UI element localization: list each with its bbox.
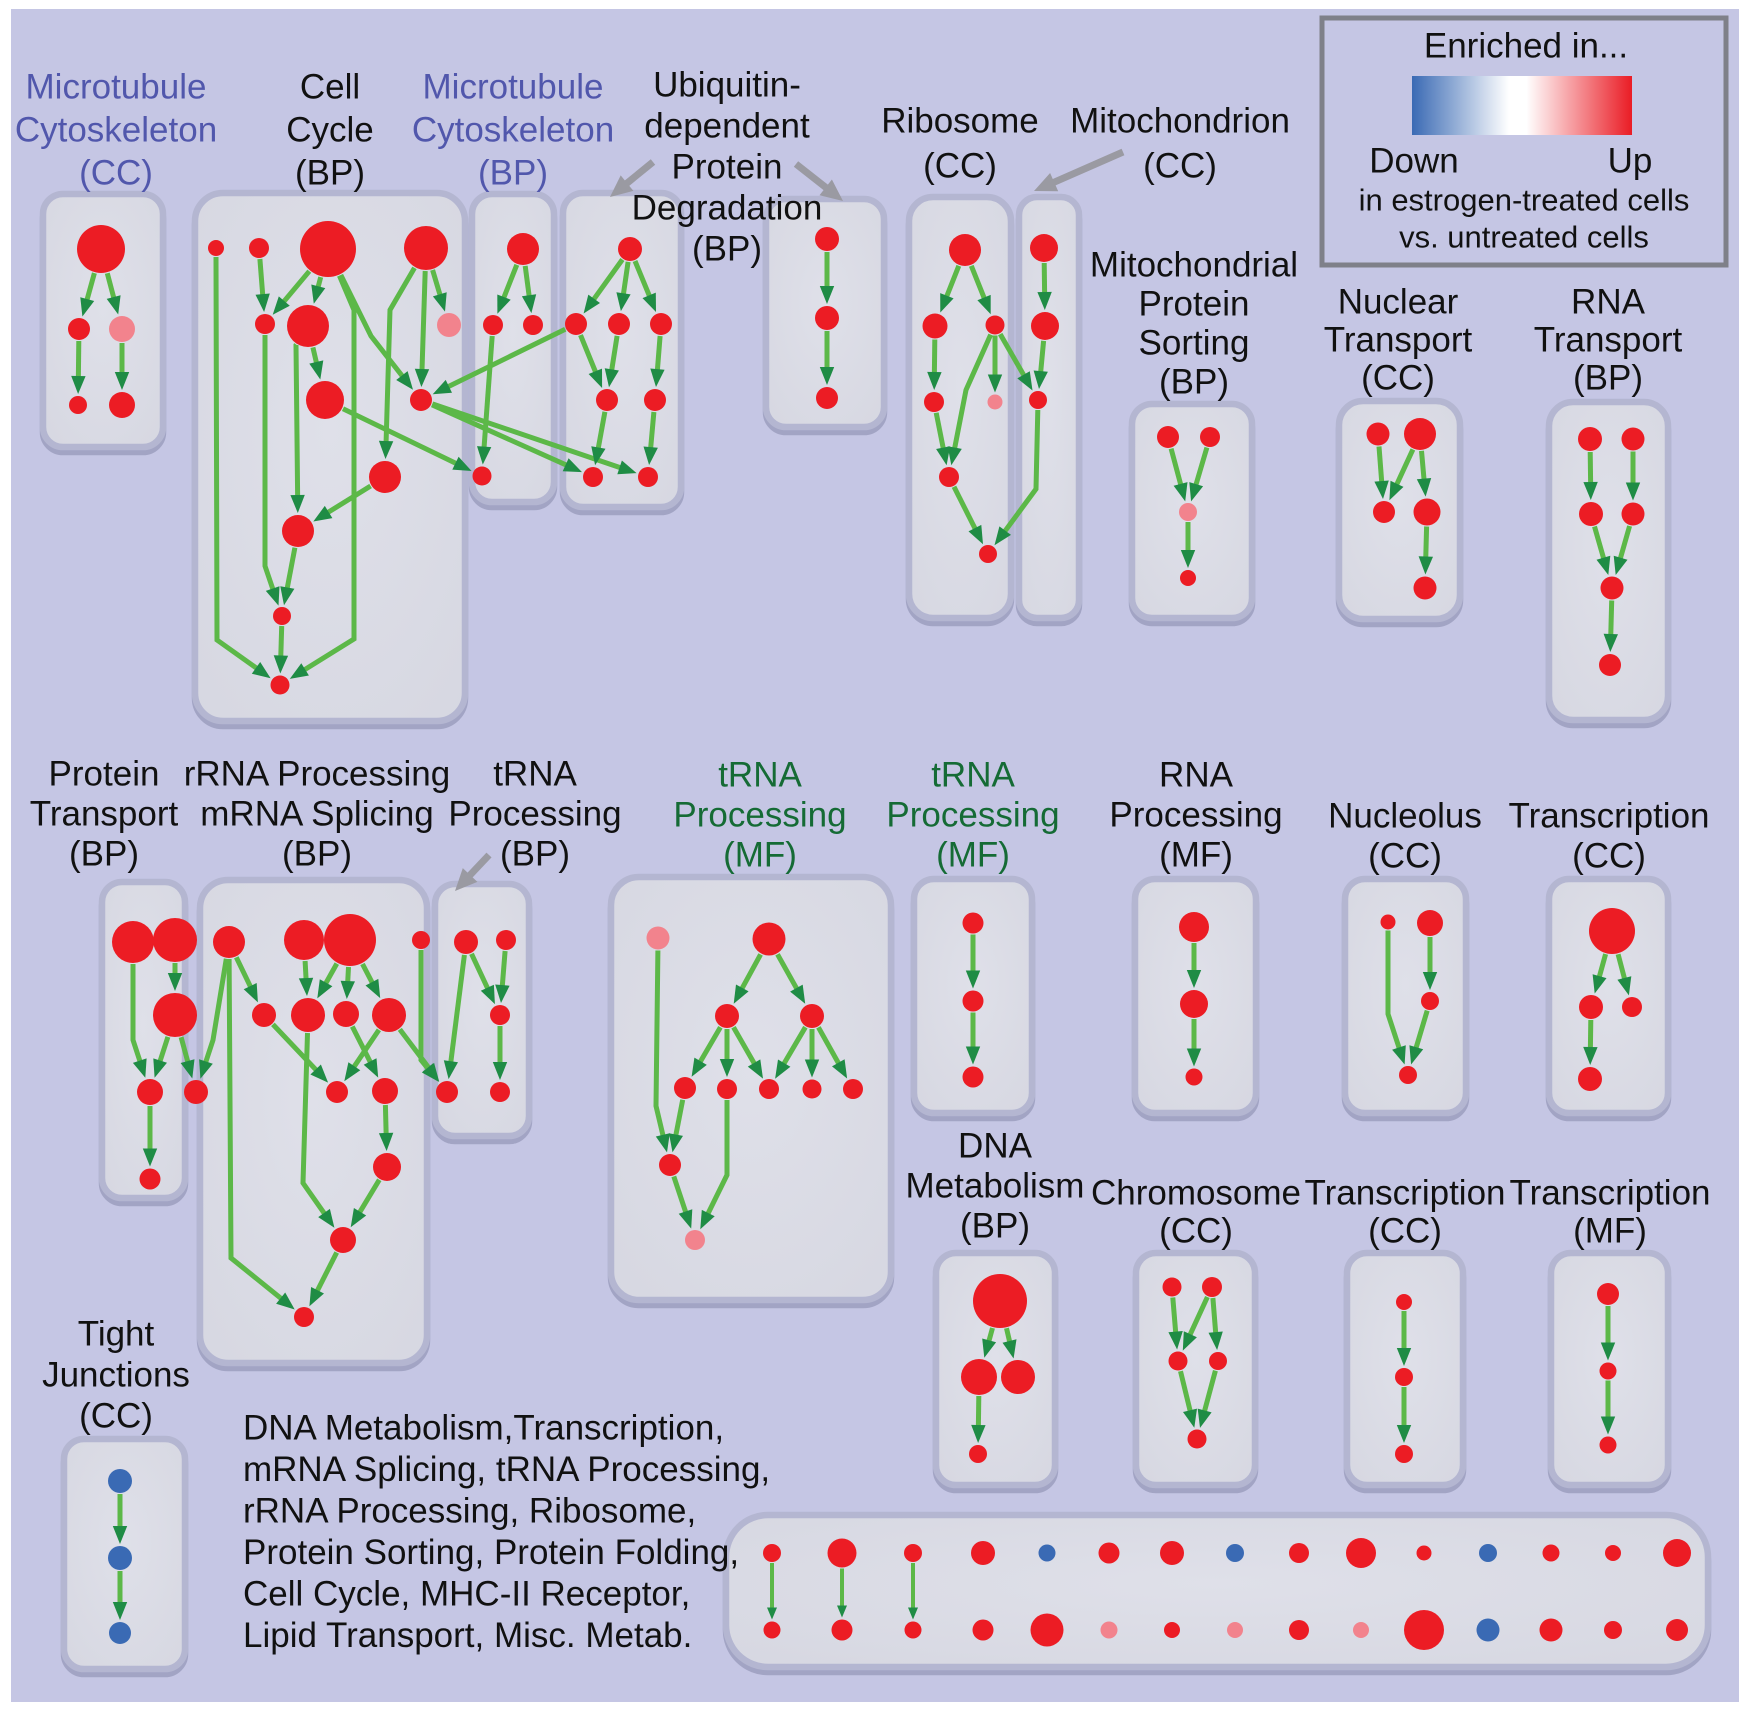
svg-text:rRNA Processing: rRNA Processing (184, 755, 450, 794)
svg-text:Processing: Processing (673, 796, 846, 835)
svg-text:(BP): (BP) (69, 835, 139, 874)
svg-text:Processing: Processing (1109, 796, 1282, 835)
svg-text:Metabolism: Metabolism (906, 1167, 1085, 1206)
svg-text:Protein: Protein (49, 755, 160, 794)
svg-text:Transport: Transport (1324, 321, 1473, 360)
svg-text:rRNA Processing, Ribosome,: rRNA Processing, Ribosome, (243, 1492, 696, 1531)
svg-text:Sorting: Sorting (1139, 324, 1250, 363)
svg-text:Transcription: Transcription (1509, 797, 1710, 836)
svg-text:Ribosome: Ribosome (881, 102, 1039, 141)
svg-text:RNA: RNA (1571, 283, 1646, 322)
svg-text:Cycle: Cycle (286, 111, 374, 150)
svg-text:(MF): (MF) (1159, 836, 1233, 875)
svg-text:Cytoskeleton: Cytoskeleton (15, 111, 217, 150)
svg-text:Degradation: Degradation (632, 189, 823, 228)
svg-text:(CC): (CC) (79, 154, 153, 193)
svg-text:(CC): (CC) (1159, 1212, 1233, 1251)
svg-text:(CC): (CC) (1143, 147, 1217, 186)
svg-text:DNA: DNA (958, 1127, 1033, 1166)
svg-text:(CC): (CC) (79, 1397, 153, 1436)
svg-text:Transcription: Transcription (1510, 1174, 1711, 1213)
svg-text:vs. untreated cells: vs. untreated cells (1399, 220, 1649, 255)
svg-text:Lipid Transport, Misc. Metab.: Lipid Transport, Misc. Metab. (243, 1616, 692, 1655)
svg-text:(MF): (MF) (1573, 1212, 1647, 1251)
svg-text:Cell: Cell (300, 68, 360, 107)
svg-text:Chromosome: Chromosome (1091, 1174, 1301, 1213)
svg-text:DNA Metabolism,Transcription,: DNA Metabolism,Transcription, (243, 1409, 724, 1448)
svg-text:Nuclear: Nuclear (1338, 283, 1459, 322)
svg-text:Mitochondrial: Mitochondrial (1090, 246, 1298, 285)
svg-text:(BP): (BP) (282, 835, 352, 874)
svg-text:Up: Up (1608, 142, 1653, 181)
svg-text:(BP): (BP) (692, 230, 762, 269)
svg-text:Processing: Processing (448, 795, 621, 834)
svg-text:(BP): (BP) (960, 1207, 1030, 1246)
svg-text:tRNA: tRNA (493, 755, 577, 794)
svg-text:Cell Cycle, MHC-II Receptor,: Cell Cycle, MHC-II Receptor, (243, 1575, 690, 1614)
svg-text:(MF): (MF) (936, 836, 1010, 875)
svg-text:Mitochondrion: Mitochondrion (1070, 102, 1290, 141)
svg-text:Microtubule: Microtubule (26, 68, 207, 107)
svg-text:in estrogen-treated cells: in estrogen-treated cells (1359, 183, 1690, 218)
svg-text:Ubiquitin-: Ubiquitin- (653, 66, 801, 105)
svg-text:Junctions: Junctions (42, 1356, 190, 1395)
svg-text:Nucleolus: Nucleolus (1328, 797, 1482, 836)
svg-text:mRNA Splicing, tRNA Processing: mRNA Splicing, tRNA Processing, (243, 1450, 770, 1489)
svg-text:tRNA: tRNA (718, 756, 802, 795)
svg-text:(BP): (BP) (1573, 359, 1643, 398)
svg-text:Processing: Processing (886, 796, 1059, 835)
svg-text:Tight: Tight (78, 1315, 155, 1354)
svg-text:RNA: RNA (1159, 756, 1234, 795)
svg-text:Cytoskeleton: Cytoskeleton (412, 111, 614, 150)
svg-text:(BP): (BP) (478, 154, 548, 193)
svg-text:Transcription: Transcription (1305, 1174, 1506, 1213)
svg-text:(CC): (CC) (1368, 837, 1442, 876)
svg-text:Transport: Transport (1534, 321, 1683, 360)
svg-text:(BP): (BP) (295, 154, 365, 193)
svg-text:mRNA Splicing: mRNA Splicing (200, 795, 433, 834)
svg-text:Down: Down (1369, 142, 1458, 181)
svg-text:dependent: dependent (644, 107, 810, 146)
svg-text:(CC): (CC) (1572, 837, 1646, 876)
svg-text:(BP): (BP) (1159, 363, 1229, 402)
svg-text:Protein: Protein (672, 148, 783, 187)
svg-text:Microtubule: Microtubule (423, 68, 604, 107)
svg-text:Protein: Protein (1139, 285, 1250, 324)
svg-text:(BP): (BP) (500, 835, 570, 874)
svg-text:Protein Sorting, Protein Foldi: Protein Sorting, Protein Folding, (243, 1533, 739, 1572)
svg-text:(CC): (CC) (1368, 1212, 1442, 1251)
svg-text:Transport: Transport (30, 795, 179, 834)
svg-text:(CC): (CC) (923, 147, 997, 186)
svg-text:tRNA: tRNA (931, 756, 1015, 795)
svg-text:(MF): (MF) (723, 836, 797, 875)
svg-text:Enriched in...: Enriched in... (1424, 27, 1628, 66)
svg-text:(CC): (CC) (1361, 359, 1435, 398)
